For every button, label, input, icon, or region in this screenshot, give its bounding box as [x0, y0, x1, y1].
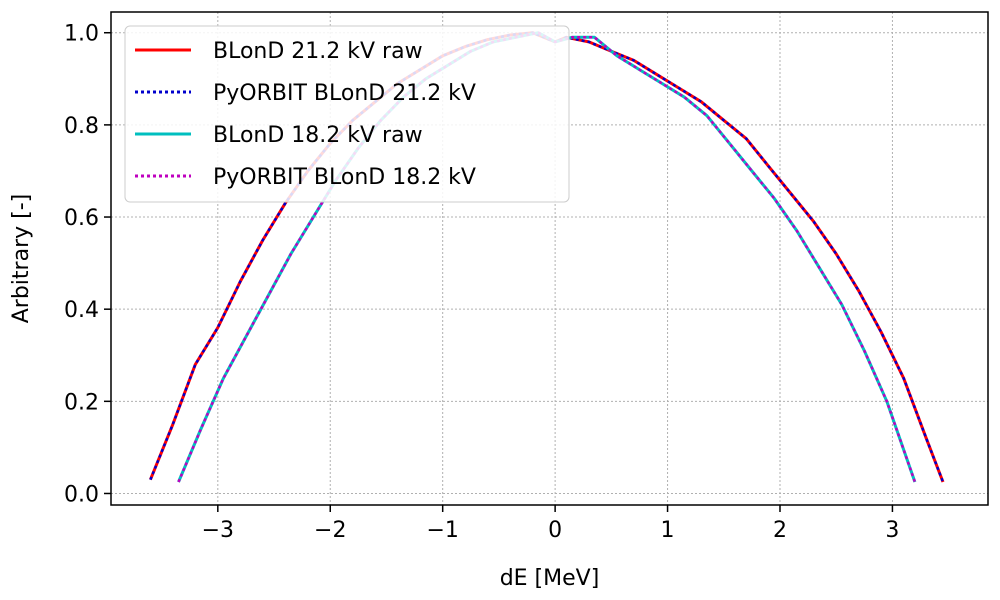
x-axis-label: dE [MeV]	[500, 566, 600, 591]
legend-label: PyORBIT BLonD 21.2 kV	[213, 81, 476, 106]
x-tick-label: −3	[202, 518, 234, 543]
legend-box	[124, 25, 570, 203]
y-tick-label: 0.2	[64, 390, 99, 415]
x-tick-label: 0	[548, 518, 562, 543]
legend-label: BLonD 21.2 kV raw	[213, 39, 423, 64]
y-tick-label: 0.0	[64, 482, 99, 507]
legend: BLonD 21.2 kV raw PyORBIT BLonD 21.2 kV BL…	[124, 25, 570, 203]
plot-frame	[110, 11, 989, 506]
x-tick-label: 1	[661, 518, 675, 543]
series-line-4	[177, 31, 917, 483]
y-tick-label: 0.8	[64, 114, 99, 139]
y-axis-label: Arbitrary [-]	[9, 194, 34, 324]
x-tick-label: 2	[773, 518, 787, 543]
x-tick-label: 3	[885, 518, 899, 543]
y-tick-label: 0.4	[64, 298, 99, 323]
x-tick-label: −2	[314, 518, 346, 543]
x-tick-label: −1	[426, 518, 458, 543]
y-tick-label: 0.6	[64, 206, 99, 231]
axis-ticks: −3 −2 −1 0 1 2 3 0.0 0.2 0.4 0.6 0.8 1.0	[64, 22, 899, 543]
y-tick-label: 1.0	[64, 22, 99, 47]
legend-label: BLonD 18.2 kV raw	[213, 123, 423, 148]
legend-label: PyORBIT BLonD 18.2 kV	[213, 165, 476, 190]
